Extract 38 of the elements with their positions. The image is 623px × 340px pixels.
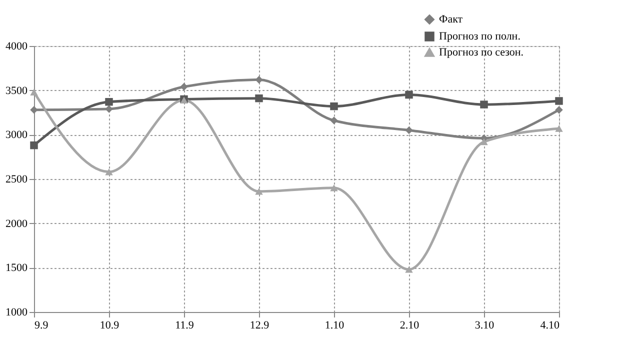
point	[30, 88, 38, 96]
y-tick-label: 3500	[6, 84, 28, 97]
point	[180, 82, 188, 91]
point	[330, 116, 338, 124]
x-tick-label: 2.10	[400, 320, 420, 332]
x-tick-label: 10.9	[100, 320, 120, 332]
y-tick-label: 1500	[6, 262, 28, 274]
legend-label: Факт	[439, 14, 463, 26]
x-tick-label: 4.10	[540, 320, 560, 332]
y-tick-label: 1000	[6, 306, 28, 318]
y-tick-label: 3000	[6, 129, 28, 142]
point	[555, 106, 563, 114]
x-tick-label: 11.9	[175, 320, 194, 332]
point	[555, 97, 563, 105]
point	[405, 266, 413, 273]
y-tick-label: 2500	[6, 174, 28, 186]
legend-label: Прогноз по полн.	[439, 30, 521, 42]
legend-label: Прогноз по сезон.	[439, 46, 524, 58]
point	[105, 98, 113, 106]
point	[105, 105, 113, 113]
point	[480, 100, 488, 108]
point	[405, 90, 413, 99]
x-tick-label: 9.9	[34, 320, 49, 332]
x-tick-label: 1.10	[324, 320, 345, 332]
point	[105, 168, 113, 176]
x-tick-label: 12.9	[250, 320, 270, 332]
y-tick-label: 4000	[6, 40, 28, 52]
y-tick-label: 2000	[6, 218, 28, 230]
point	[405, 126, 413, 134]
point	[480, 138, 488, 146]
point	[30, 141, 38, 150]
point	[330, 184, 338, 192]
point	[255, 188, 263, 195]
point	[330, 102, 338, 110]
x-tick-label: 3.10	[474, 320, 495, 332]
point	[30, 106, 38, 114]
point	[555, 125, 563, 132]
point	[255, 94, 263, 102]
